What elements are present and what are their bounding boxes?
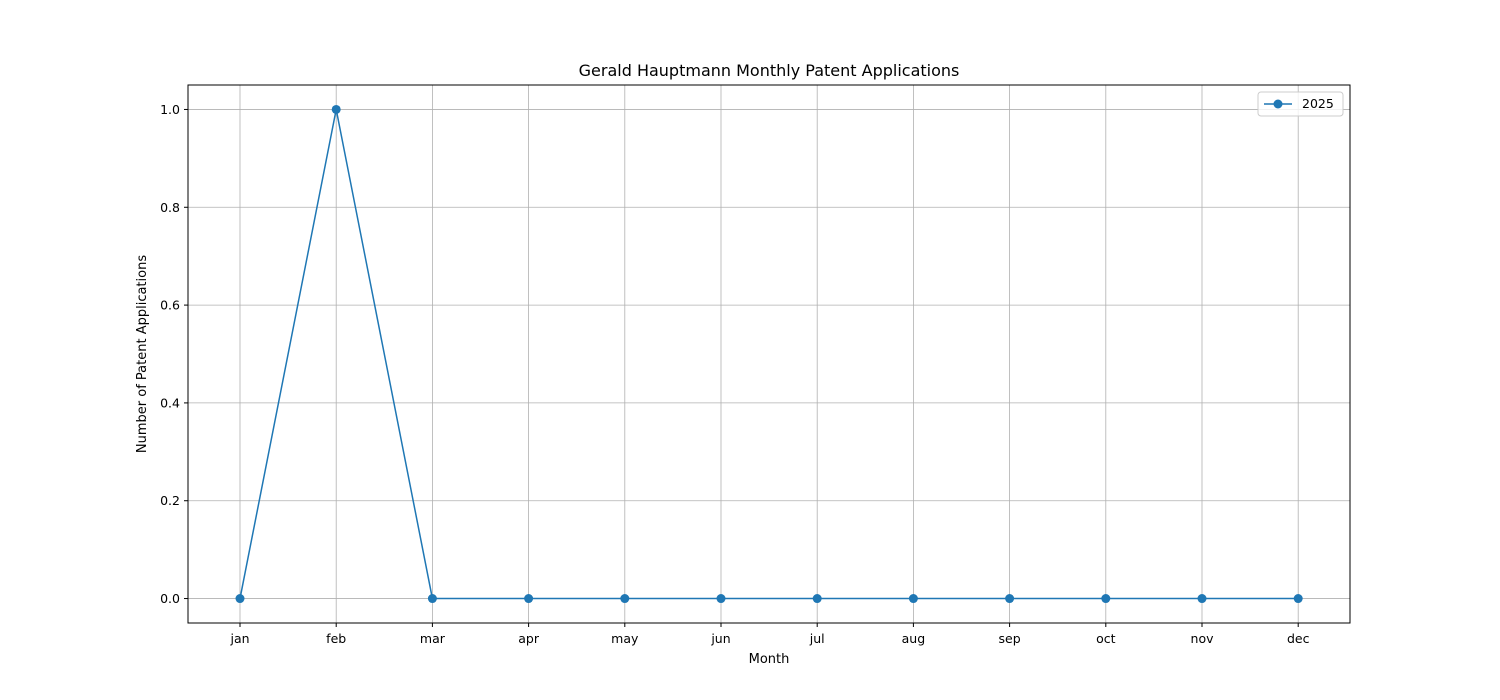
data-point — [1101, 594, 1110, 603]
data-point — [1198, 594, 1207, 603]
x-tick-label: aug — [902, 631, 926, 646]
plot-background — [188, 85, 1350, 623]
data-point — [236, 594, 245, 603]
x-axis-label: Month — [749, 652, 790, 667]
y-tick-label: 0.0 — [160, 591, 180, 606]
x-tick-label: sep — [999, 631, 1021, 646]
chart-title: Gerald Hauptmann Monthly Patent Applicat… — [579, 61, 960, 80]
data-point — [1294, 594, 1303, 603]
y-tick-label: 0.2 — [160, 493, 180, 508]
x-tick-label: mar — [420, 631, 446, 646]
data-point — [620, 594, 629, 603]
x-tick-label: jun — [710, 631, 730, 646]
y-tick-label: 0.4 — [160, 395, 180, 410]
data-point — [524, 594, 533, 603]
data-point — [717, 594, 726, 603]
data-point — [332, 105, 341, 114]
legend: 2025 — [1258, 92, 1343, 116]
x-tick-label: nov — [1191, 631, 1215, 646]
y-axis-label: Number of Patent Applications — [135, 255, 150, 453]
y-tick-label: 1.0 — [160, 102, 180, 117]
x-tick-label: jan — [229, 631, 249, 646]
legend-label: 2025 — [1302, 96, 1334, 111]
x-tick-label: feb — [326, 631, 346, 646]
x-tick-label: oct — [1096, 631, 1116, 646]
data-point — [813, 594, 822, 603]
data-point — [1005, 594, 1014, 603]
y-tick-label: 0.8 — [160, 200, 180, 215]
x-axis: jan feb mar apr may jun jul aug sep oct nov dec — [229, 623, 1309, 646]
data-point — [909, 594, 918, 603]
x-tick-label: dec — [1287, 631, 1310, 646]
y-axis: 0.0 0.2 0.4 0.6 0.8 1.0 — [160, 102, 188, 606]
y-tick-label: 0.6 — [160, 298, 180, 313]
legend-marker — [1274, 100, 1283, 109]
x-tick-label: apr — [518, 631, 540, 646]
x-tick-label: may — [611, 631, 639, 646]
data-point — [428, 594, 437, 603]
x-tick-label: jul — [809, 631, 825, 646]
